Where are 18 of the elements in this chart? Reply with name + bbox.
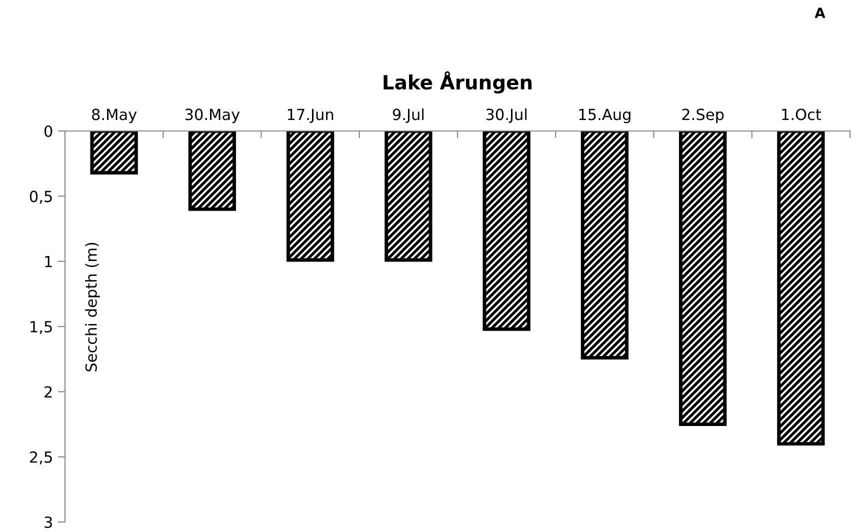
- x-tick-label: 15.Aug: [579, 108, 630, 124]
- x-tick-label: 1.Oct: [782, 108, 822, 120]
- chart-title: Lake Årungen: [384, 71, 532, 94]
- x-tick-label: 2.Sep: [682, 108, 724, 124]
- y-tick-label: 2: [44, 386, 52, 398]
- y-axis-title: Secchi depth (m): [85, 242, 100, 372]
- text: A: [814, 8, 826, 18]
- x-tick-label: 30.May: [185, 108, 240, 124]
- x-tick-label: 8.May: [92, 108, 137, 124]
- y-tick-label: 2,5: [30, 451, 52, 464]
- y-tick-label: 1: [45, 256, 52, 268]
- y-tick-label: 0,5: [30, 190, 52, 204]
- y-tick-label: 3: [44, 516, 52, 528]
- x-tick-label: 9.Jul: [392, 108, 424, 124]
- x-tick-label: 30.Jul: [486, 108, 526, 124]
- y-tick-label: 1,5: [30, 321, 52, 334]
- y-tick-label: 0: [44, 125, 52, 138]
- x-tick-label: 17.Jun: [288, 108, 334, 124]
